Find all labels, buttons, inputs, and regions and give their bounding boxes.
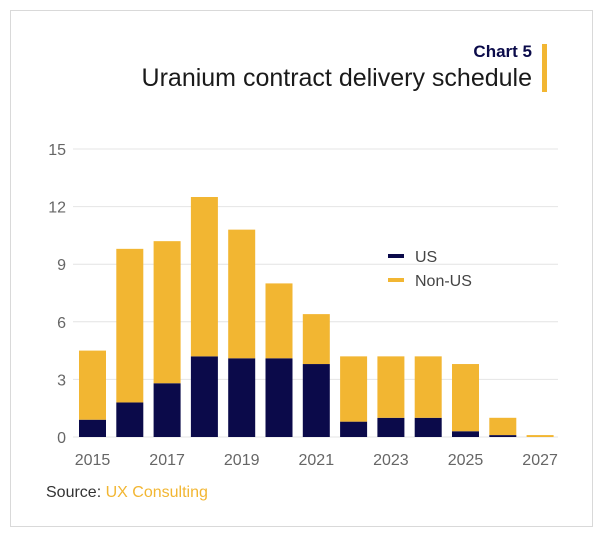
bar-non-us-2027 <box>526 435 554 437</box>
bar-us-2015 <box>79 419 106 437</box>
x-tick-label: 2019 <box>224 452 260 469</box>
chart-title: Uranium contract delivery schedule <box>141 64 532 92</box>
bar-us-2016 <box>116 402 144 437</box>
bar-non-us-2024 <box>414 356 442 418</box>
bar-us-2023 <box>377 417 405 437</box>
bar-non-us-2020 <box>265 283 293 359</box>
bar-us-2018 <box>190 356 218 437</box>
bar-non-us-2025 <box>452 364 479 432</box>
y-tick-label: 15 <box>48 142 66 159</box>
bar-non-us-2015 <box>79 350 106 420</box>
legend-swatch-non-us <box>388 278 404 282</box>
bar-us-2024 <box>414 417 442 437</box>
source-org: UX Consulting <box>105 484 208 501</box>
x-tick-label: 2025 <box>448 452 484 469</box>
bar-us-2019 <box>228 358 256 437</box>
x-tick-label: 2015 <box>75 452 111 469</box>
bar-us-2020 <box>265 358 293 437</box>
bar-us-2021 <box>302 364 330 437</box>
y-tick-label: 0 <box>57 430 66 447</box>
title-accent-bar <box>542 44 547 92</box>
bar-us-2025 <box>452 431 479 437</box>
legend: US Non-US <box>388 249 472 290</box>
bar-us-2026 <box>489 435 517 437</box>
y-tick-label: 9 <box>57 257 66 274</box>
legend-label-non-us: Non-US <box>415 273 472 290</box>
bar-non-us-2022 <box>340 356 368 422</box>
chart-number-label: Chart 5 <box>473 42 532 61</box>
bar-non-us-2019 <box>228 229 256 359</box>
source-prefix: Source: <box>46 484 106 501</box>
x-tick-label: 2023 <box>373 452 409 469</box>
bar-non-us-2026 <box>489 417 517 436</box>
x-tick-label: 2021 <box>299 452 335 469</box>
bar-us-2022 <box>340 421 368 437</box>
bars <box>79 197 554 437</box>
y-tick-label: 3 <box>57 372 66 389</box>
bar-non-us-2016 <box>116 248 144 403</box>
x-tick-label: 2017 <box>149 452 185 469</box>
bar-non-us-2023 <box>377 356 405 418</box>
bar-non-us-2018 <box>190 197 218 357</box>
source-note: Source: UX Consulting <box>46 484 208 502</box>
bar-us-2017 <box>153 383 181 437</box>
chart-frame <box>10 10 593 527</box>
y-axis-ticks: 0 3 6 9 12 15 <box>48 142 66 447</box>
x-axis-ticks: 2015 2017 2019 2021 2023 2025 2027 <box>75 452 558 469</box>
legend-swatch-us <box>388 254 404 258</box>
x-tick-label: 2027 <box>522 452 558 469</box>
y-tick-label: 6 <box>57 315 66 332</box>
bar-non-us-2017 <box>153 241 181 384</box>
legend-label-us: US <box>415 249 437 266</box>
bar-non-us-2021 <box>302 314 330 365</box>
y-tick-label: 12 <box>48 200 66 217</box>
